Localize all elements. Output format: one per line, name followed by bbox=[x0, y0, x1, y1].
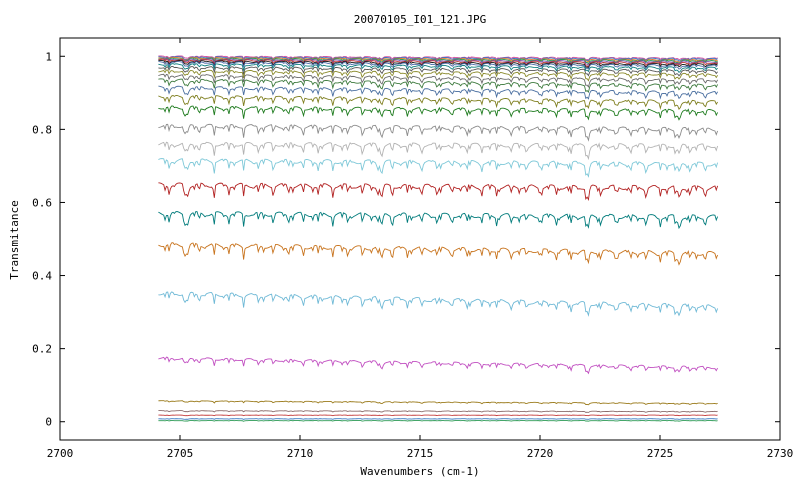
spectrum-line-7 bbox=[158, 61, 718, 70]
x-tick-label: 2700 bbox=[47, 447, 74, 460]
spectrum-line-6 bbox=[158, 59, 718, 69]
y-tick-label: 0.6 bbox=[32, 196, 52, 209]
x-tick-label: 2715 bbox=[407, 447, 434, 460]
spectrum-line-22 bbox=[158, 291, 719, 317]
y-tick-label: 0.4 bbox=[32, 270, 52, 283]
y-tick-label: 0.8 bbox=[32, 123, 52, 136]
spectrum-line-17 bbox=[158, 141, 719, 161]
spectrum-line-12 bbox=[158, 78, 719, 94]
spectrum-line-14 bbox=[158, 95, 718, 111]
series-group bbox=[158, 55, 719, 422]
spectrum-line-4 bbox=[158, 58, 718, 66]
spectrum-line-24 bbox=[158, 400, 718, 406]
spectrum-line-9 bbox=[158, 65, 718, 77]
spectrum-line-11 bbox=[158, 73, 719, 88]
chart-title: 20070105_I01_121.JPG bbox=[354, 13, 486, 26]
x-tick-label: 2730 bbox=[767, 447, 794, 460]
spectrum-line-21 bbox=[158, 242, 719, 266]
spectrum-line-27 bbox=[158, 418, 718, 420]
spectrum-line-0 bbox=[158, 55, 718, 61]
spectrum-line-13 bbox=[158, 85, 718, 100]
x-tick-label: 2725 bbox=[647, 447, 674, 460]
spectrum-line-3 bbox=[158, 57, 718, 65]
spectrum-line-15 bbox=[158, 105, 719, 121]
x-axis-label: Wavenumbers (cm-1) bbox=[360, 465, 479, 478]
spectrum-line-26 bbox=[158, 414, 718, 417]
y-tick-label: 0.2 bbox=[32, 343, 52, 356]
y-axis-label: Transmitance bbox=[8, 200, 21, 279]
spectrum-line-18 bbox=[158, 158, 719, 178]
spectrum-line-16 bbox=[158, 123, 719, 142]
y-tick-label: 1 bbox=[45, 50, 52, 63]
x-tick-label: 2705 bbox=[167, 447, 194, 460]
spectrum-line-19 bbox=[158, 182, 719, 202]
spectrum-line-20 bbox=[158, 211, 719, 230]
spectrum-line-28 bbox=[158, 420, 718, 422]
spectrum-line-25 bbox=[158, 410, 718, 413]
x-tick-label: 2720 bbox=[527, 447, 554, 460]
spectrum-line-23 bbox=[158, 356, 718, 375]
x-axis: 2700 2705 2710 2715 2720 2725 2730 bbox=[47, 38, 794, 460]
y-tick-label: 0 bbox=[45, 416, 52, 429]
x-tick-label: 2710 bbox=[287, 447, 314, 460]
spectrum-line-5 bbox=[158, 58, 718, 68]
y-axis: 0 0.2 0.4 0.6 0.8 1 bbox=[32, 50, 780, 429]
spectrum-line-10 bbox=[158, 69, 718, 82]
spectrum-line-8 bbox=[158, 63, 718, 74]
